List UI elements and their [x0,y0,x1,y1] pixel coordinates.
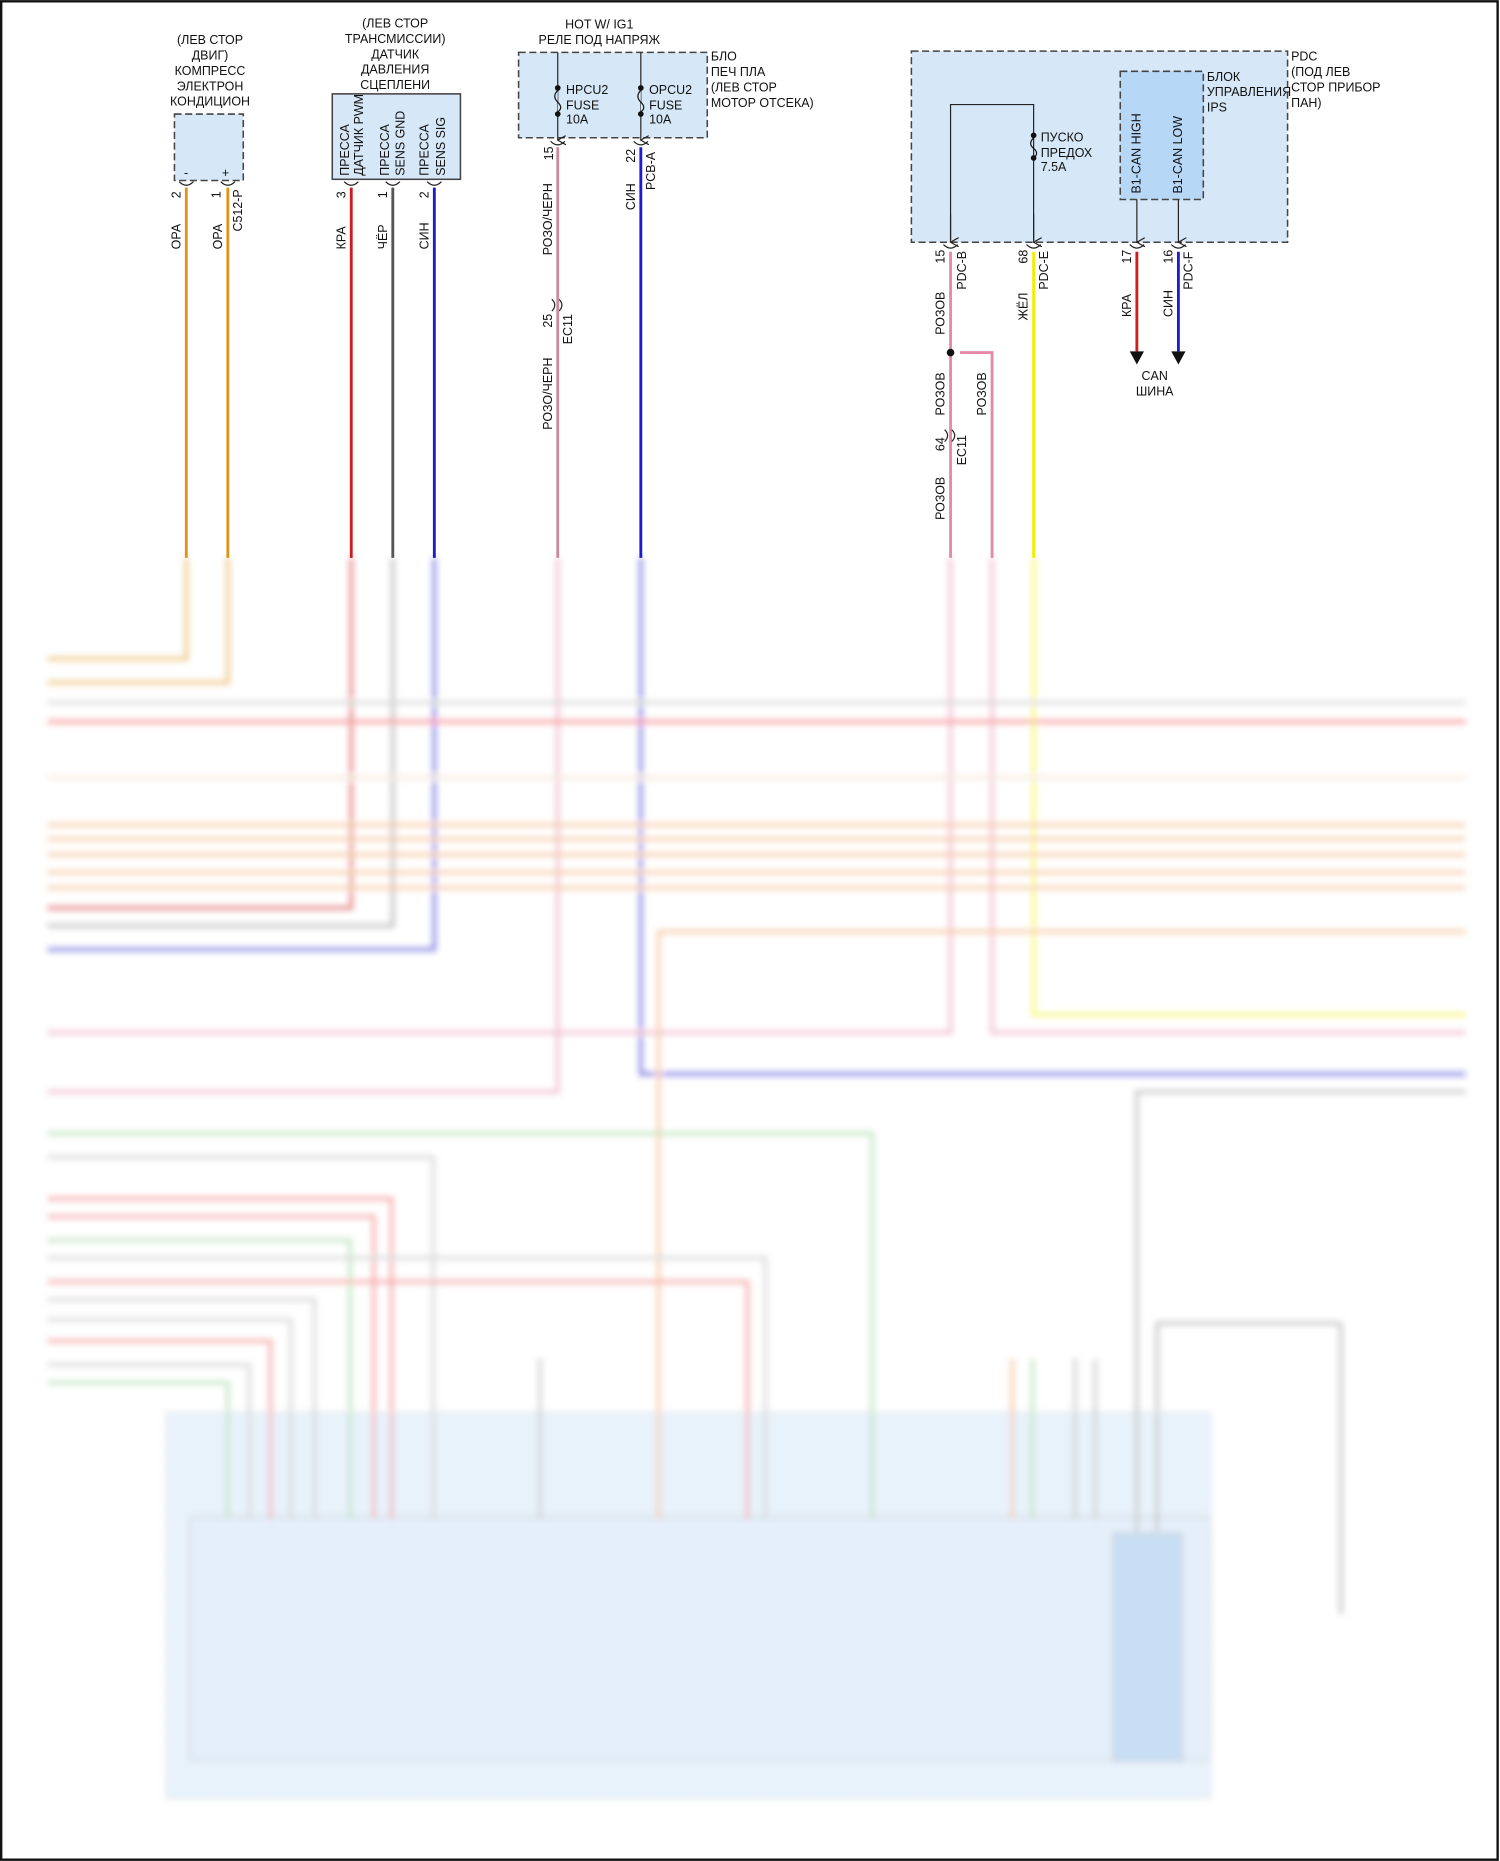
diagram-label: ПРЕССА [378,123,392,175]
diagram-label: КРА [334,226,348,250]
diagram-label: 16 [1161,250,1175,264]
ac-compressor: (ЛЕВ СТОР ДВИГ) КОМПРЕСС ЭЛЕКТРОН КОНДИЦ… [169,33,250,558]
diagram-label: ДВИГ) [192,48,229,62]
diagram-label: 25 [541,314,555,328]
diagram-label: ЖЁЛ [1017,293,1031,321]
compressor-box [173,113,245,182]
diagram-label: СЦЕПЛЕНИ [360,78,430,92]
diagram-label: 1 [376,191,390,198]
diagram-label: 22 [624,149,638,163]
diagram-label: СТОР ПРИБОР [1291,80,1380,94]
diagram-label: 68 [1017,250,1031,264]
diagram-label: КОМПРЕСС [175,64,246,78]
diagram-label: B1-CAN HIGH [1129,113,1143,193]
diagram-label: (ЛЕВ СТОР [711,80,777,94]
diagram-label: HPCU2 [566,83,608,97]
diagram-label: РОЗОВ [934,477,948,520]
ips-module [1119,70,1205,201]
diagram-label: 2 [169,191,183,198]
clutch-pressure-sensor: (ЛЕВ СТОР ТРАНСМИССИИ) ДАТЧИК ДАВЛЕНИЯ С… [331,16,462,558]
diagram-label: EC11 [955,435,969,465]
blurred-lower-section [47,557,1466,1799]
diagram-label: ЭЛЕКТРОН [177,79,244,93]
diagram-label: ЧЁР [376,224,390,249]
diagram-label: HOT W/ IG1 [565,18,633,32]
diagram-label: 10A [566,113,589,127]
diagram-label: 64 [934,437,948,451]
diagram-label: 1 [210,191,224,198]
diagram-label: СИН [1161,290,1175,317]
diagram-label: ДАТЧИК PWM [352,94,366,176]
diagram-label: ПАН) [1291,96,1321,110]
diagram-label: СИН [624,183,638,210]
diagram-label: РОЗО/ЧЕРН [541,358,555,430]
diagram-label: РОЗО/ЧЕРН [541,183,555,255]
diagram-label: ОРА [211,223,225,249]
splice-dot [946,348,955,357]
diagram-label: 3 [334,191,348,198]
diagram-label: РЕЛЕ ПОД НАПРЯЖ [539,33,661,47]
diagram-label: РОЗОВ [934,372,948,415]
diagram-label: SENS GND [394,111,408,176]
diagram-label: КРА [1120,293,1134,317]
diagram-label: FUSE [649,98,682,112]
diagram-label: (ЛЕВ СТОР [362,16,428,30]
diagram-label: 10A [649,113,672,127]
diagram-label: БЛО [711,50,737,64]
diagram-label: OPCU2 [649,83,692,97]
diagram-label: ШИНА [1136,384,1174,398]
diagram-label: 15 [542,146,556,160]
diagram-label: ПУСКО [1041,130,1084,144]
diagram-label: SENS SIG [434,117,448,176]
diagram-label: EC11 [561,314,575,344]
diagram-label: PDC-B [955,251,969,290]
diagram-label: 7.5A [1041,160,1067,174]
diagram-label: ПРЕДОХ [1041,146,1093,160]
diagram-label: ТРАНСМИССИИ) [345,32,446,46]
diagram-label: РОЗОВ [975,372,989,415]
diagram-label: (ПОД ЛЕВ [1291,65,1350,79]
diagram-label: PDC [1291,50,1317,64]
diagram-label: IPS [1207,101,1227,115]
diagram-label: ДАВЛЕНИЯ [361,63,429,77]
diagram-label: CAN [1142,369,1168,383]
sensor-box [331,93,462,181]
diagram-label: PDC-F [1182,251,1196,289]
diagram-label: РОЗОВ [934,292,948,335]
diagram-label: КОНДИЦИОН [170,95,250,109]
diagram-label: СИН [417,222,431,249]
diagram-label: ПЕЧ ПЛА [711,65,766,79]
diagram-label: PCB-A [644,151,658,190]
blo-fuse-block: HOT W/ IG1 РЕЛЕ ПОД НАПРЯЖ БЛО ПЕЧ ПЛА (… [517,18,814,558]
diagram-label: + [222,166,229,180]
diagram-label: ПРЕССА [338,123,352,175]
diagram-label: ОРА [169,223,183,249]
pdc-power-distribution: PDC (ПОД ЛЕВ СТОР ПРИБОР ПАН) ПУСКО ПРЕД… [910,50,1380,558]
diagram-label: PDC-E [1037,251,1051,290]
diagram-label: БЛОК [1207,70,1241,84]
diagram-label: FUSE [566,98,599,112]
diagram-label: 2 [417,191,431,198]
diagram-label: 15 [934,250,948,264]
diagram-label: ПРЕССА [417,123,431,175]
diagram-label: УПРАВЛЕНИЯ [1207,85,1291,99]
diagram-label: C512-P [231,189,245,231]
diagram-label: - [184,166,188,180]
diagram-label: МОТОР ОТСЕКА) [711,96,814,110]
diagram-label: 17 [1120,250,1134,264]
arrow-icon [1129,351,1186,365]
diagram-label: (ЛЕВ СТОР [177,33,243,47]
diagram-label: B1-CAN LOW [1171,116,1185,194]
diagram-label: ДАТЧИК [371,47,420,61]
